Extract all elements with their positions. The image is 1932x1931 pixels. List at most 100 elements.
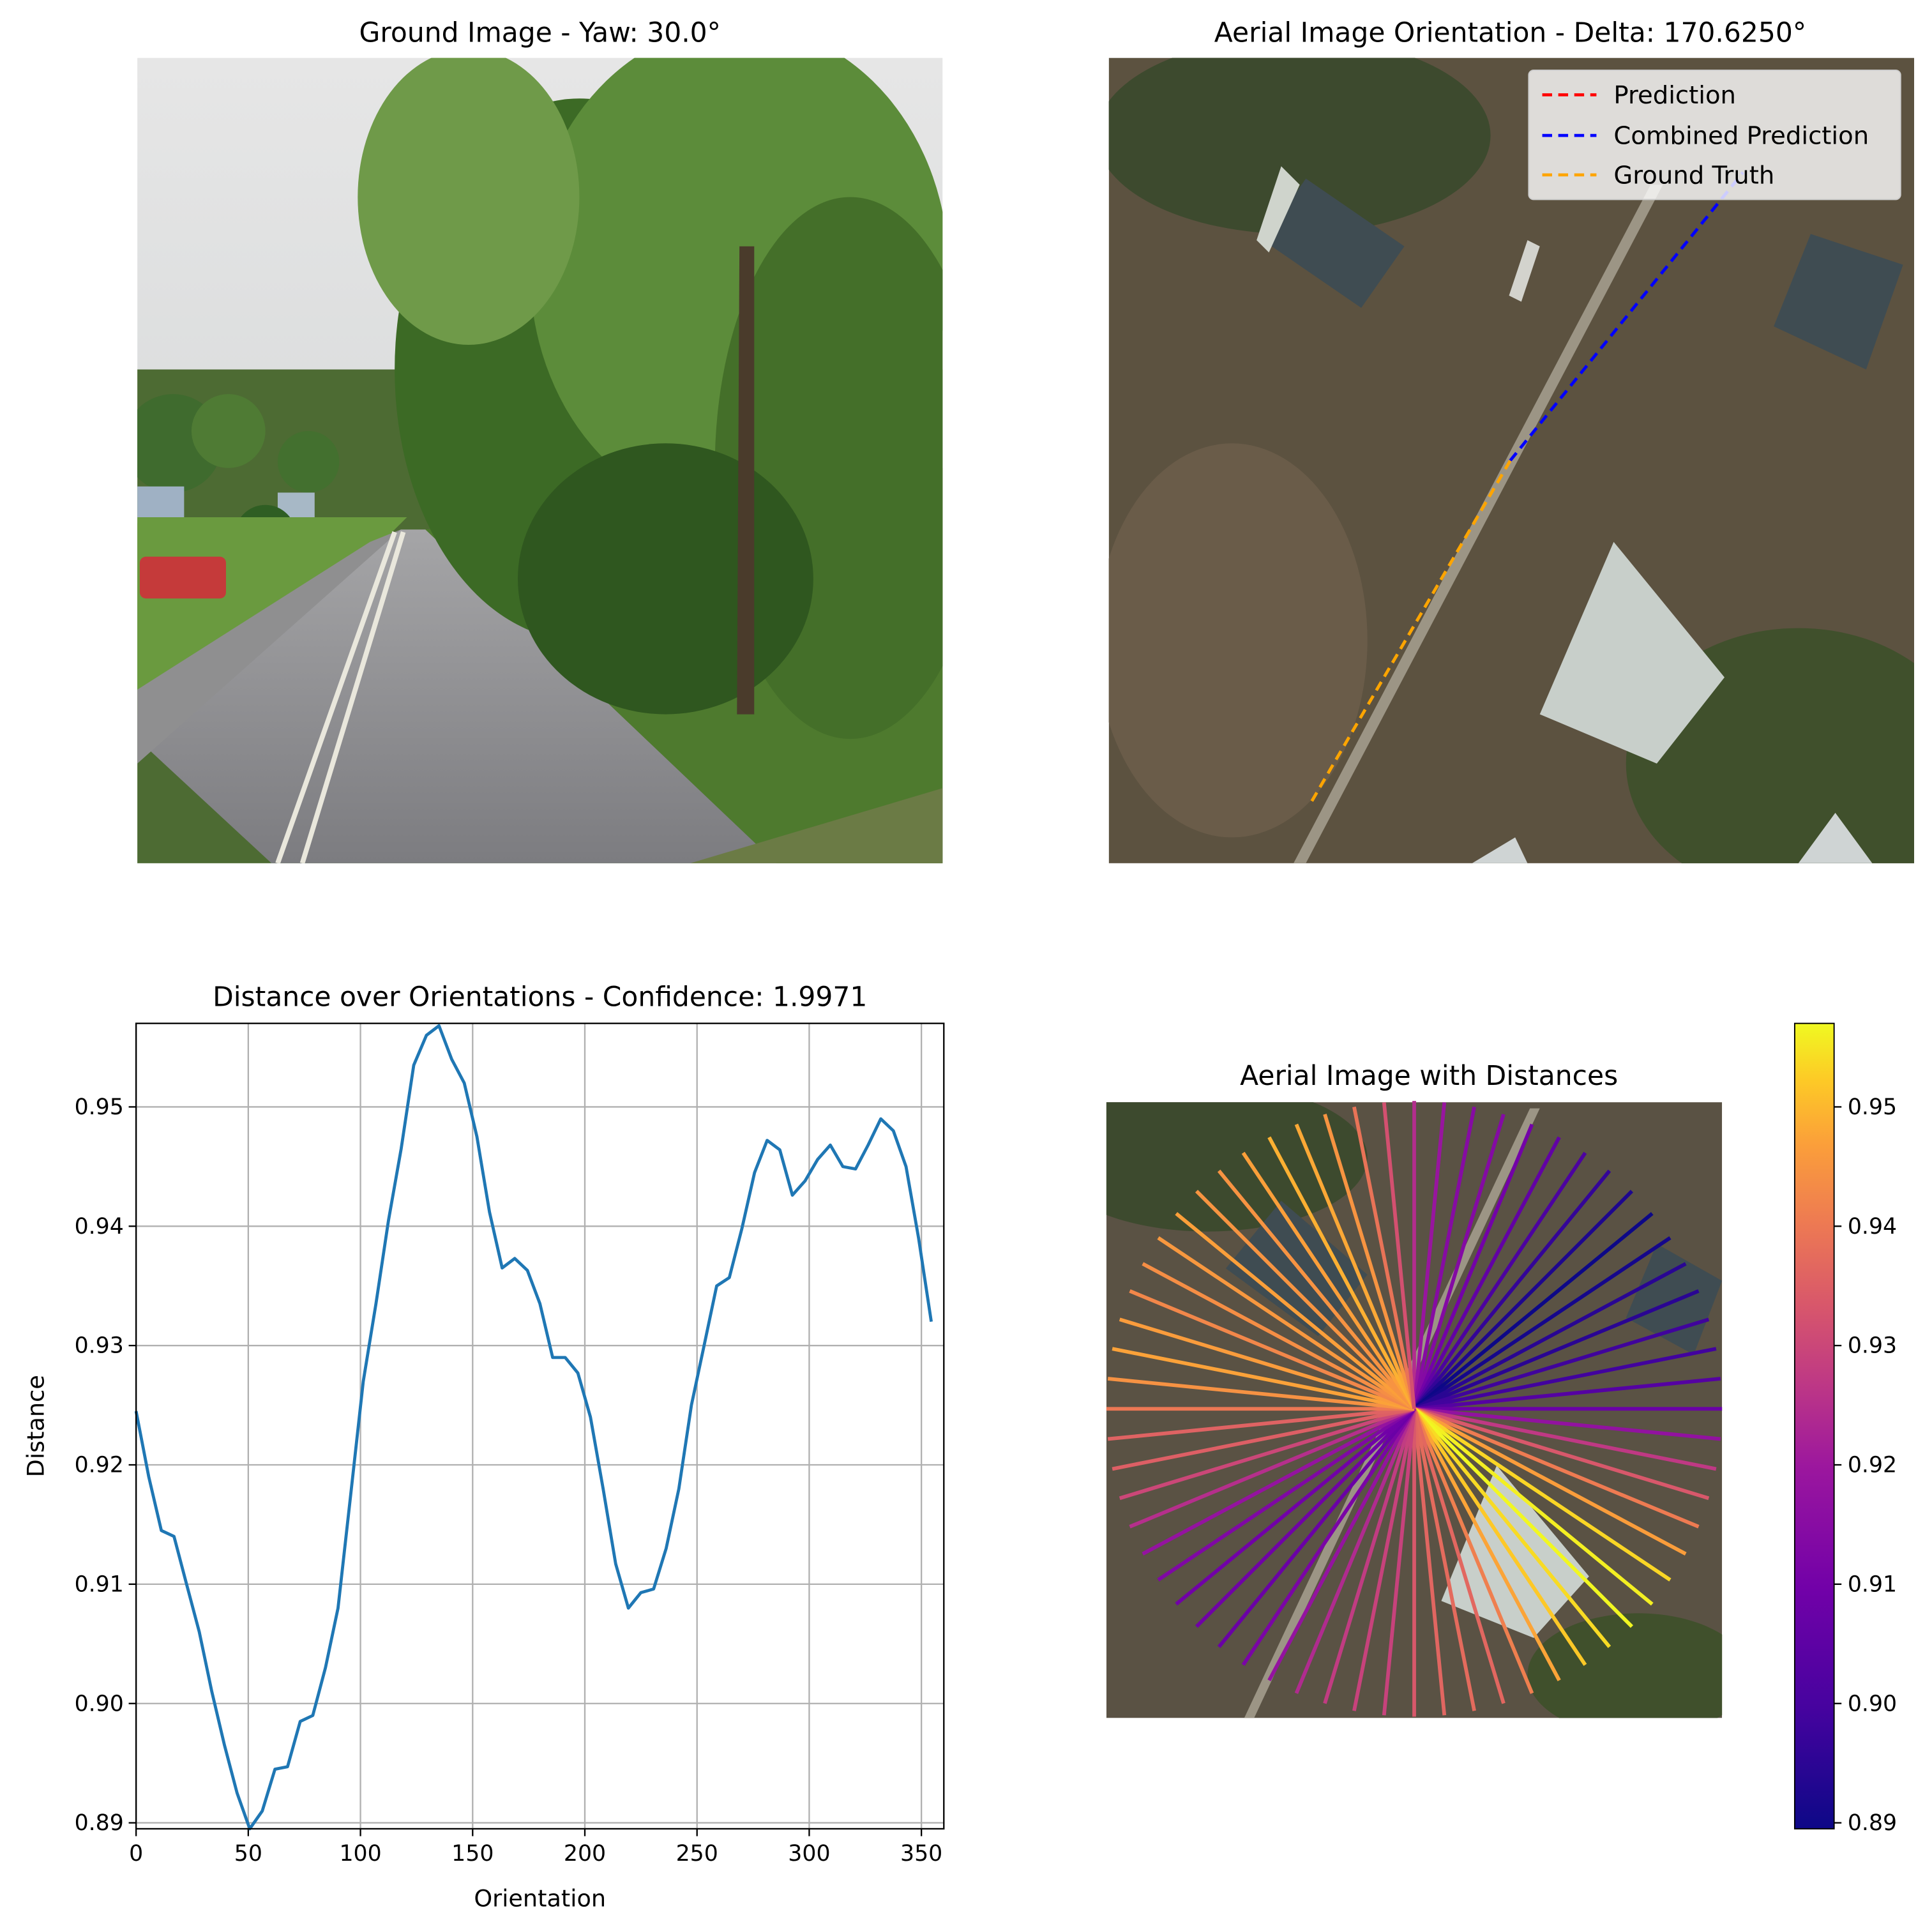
orientation-ray: [1412, 1190, 1634, 1411]
orientation-ray: [1412, 1136, 1561, 1410]
orientation-ray: [1414, 1407, 1721, 1441]
colorbar-tick-label: 0.94: [1848, 1214, 1897, 1239]
orientation-ray: [1382, 1409, 1416, 1716]
colorbar-tick-label: 0.90: [1848, 1691, 1897, 1716]
orientation-ray: [1412, 1409, 1447, 1716]
orientation-ray: [1195, 1190, 1416, 1411]
orientation-ray: [1267, 1407, 1416, 1681]
orientation-ray: [1352, 1106, 1416, 1409]
orientation-ray: [1142, 1407, 1415, 1556]
orientation-rays: [1106, 1101, 1723, 1717]
orientation-ray: [1413, 1407, 1654, 1606]
orientation-ray: [1112, 1407, 1415, 1471]
orientation-ray: [1195, 1407, 1416, 1628]
orientation-ray: [1413, 1212, 1654, 1411]
orientation-ray: [1413, 1289, 1700, 1411]
orientation-ray: [1412, 1102, 1447, 1409]
orientation-ray: [1112, 1347, 1415, 1411]
distance-title: Distance over Orientations - Confidence:…: [213, 982, 867, 1013]
orientation-ray: [1414, 1407, 1710, 1501]
y-tick-label: 0.93: [75, 1333, 124, 1359]
orientation-ray: [1175, 1212, 1415, 1411]
y-tick-label: 0.95: [75, 1094, 124, 1120]
legend: Prediction Combined Prediction Ground Tr…: [1528, 69, 1901, 201]
x-tick-label: 0: [129, 1841, 143, 1867]
orientation-ray: [1412, 1407, 1561, 1681]
orientation-ray: [1382, 1102, 1416, 1409]
legend-combined-label: Combined Prediction: [1613, 122, 1869, 151]
orientation-ray: [1119, 1407, 1415, 1501]
orientation-ray: [1323, 1408, 1416, 1704]
orientation-ray: [1413, 1407, 1700, 1529]
ground-title: Ground Image - Yaw: 30.0°: [359, 18, 721, 49]
colorbar-tick-label: 0.89: [1848, 1810, 1897, 1836]
y-tick-label: 0.94: [75, 1214, 124, 1239]
colorbar-tick-label: 0.95: [1848, 1094, 1897, 1120]
orientation-ray: [1412, 1169, 1611, 1411]
aerial-title: Aerial Image Orientation - Delta: 170.62…: [1214, 18, 1806, 49]
orientation-ray: [1119, 1317, 1415, 1411]
colorbar-tick-label: 0.93: [1848, 1333, 1897, 1359]
orientation-ray: [1412, 1407, 1634, 1628]
colorbar-tick-label: 0.92: [1848, 1453, 1897, 1478]
orientation-ray: [1412, 1407, 1587, 1666]
orientation-ray: [1412, 1407, 1611, 1648]
orientation-ray: [1217, 1169, 1416, 1411]
x-tick-label: 350: [900, 1841, 942, 1867]
orientation-ray: [1294, 1408, 1416, 1694]
orientation-ray: [1414, 1347, 1717, 1411]
orientation-ray: [1175, 1407, 1415, 1606]
distance-series-line: [134, 1024, 933, 1831]
x-tick-label: 250: [676, 1841, 718, 1867]
orientation-ray: [1413, 1236, 1672, 1411]
orientation-ray: [1294, 1123, 1416, 1410]
orientation-ray: [1412, 1408, 1476, 1711]
combined-prediction-line: [1509, 171, 1744, 462]
x-tick-label: 100: [339, 1841, 381, 1867]
orientation-ray: [1217, 1407, 1416, 1648]
x-tick-label: 150: [451, 1841, 494, 1867]
x-tick-label: 50: [234, 1841, 262, 1867]
aerial-dist-title: Aerial Image with Distances: [1240, 1061, 1618, 1092]
orientation-ray: [1323, 1114, 1416, 1410]
y-tick-label: 0.92: [75, 1453, 124, 1478]
orientation-ray: [1107, 1407, 1415, 1441]
y-tick-label: 0.89: [75, 1810, 124, 1836]
y-tick-label: 0.90: [75, 1691, 124, 1716]
orientation-ray: [1157, 1236, 1415, 1411]
ground-photo: [137, 57, 943, 863]
colorbar-tick-label: 0.91: [1848, 1571, 1897, 1597]
x-tick-label: 300: [788, 1841, 830, 1867]
orientation-ray: [1414, 1407, 1717, 1471]
legend-ground-truth-label: Ground Truth: [1613, 161, 1774, 190]
orientation-ray: [1412, 1114, 1506, 1410]
orientation-ray: [1142, 1262, 1415, 1411]
orientation-ray: [1412, 1123, 1534, 1410]
orientation-ray: [1412, 1106, 1476, 1409]
orientation-ray: [1412, 1151, 1587, 1410]
x-axis-label: Orientation: [474, 1884, 606, 1912]
orientation-ray: [1413, 1407, 1687, 1556]
orientation-ray: [1414, 1317, 1710, 1411]
orientation-ray: [1107, 1377, 1415, 1411]
orientation-ray: [1413, 1407, 1672, 1582]
orientation-ray: [1413, 1262, 1687, 1411]
ground-truth-line: [1309, 460, 1512, 804]
orientation-ray: [1352, 1408, 1416, 1711]
orientation-ray: [1412, 1408, 1534, 1694]
orientation-ray: [1412, 1408, 1506, 1704]
y-tick-label: 0.91: [75, 1571, 124, 1597]
orientation-ray: [1129, 1289, 1415, 1411]
orientation-ray: [1414, 1377, 1721, 1411]
orientation-ray: [1157, 1407, 1415, 1582]
orientation-ray: [1129, 1407, 1415, 1529]
orientation-ray: [1241, 1151, 1416, 1410]
y-axis-label: Distance: [22, 1375, 50, 1477]
x-tick-label: 200: [564, 1841, 606, 1867]
orientation-ray: [1267, 1136, 1416, 1410]
orientation-ray: [1241, 1407, 1416, 1666]
colorbar: 0.89 0.90 0.91 0.92 0.93 0.94 0.95: [1793, 1022, 1897, 1836]
plot-frame: [135, 1022, 945, 1830]
legend-prediction-label: Prediction: [1613, 81, 1736, 110]
